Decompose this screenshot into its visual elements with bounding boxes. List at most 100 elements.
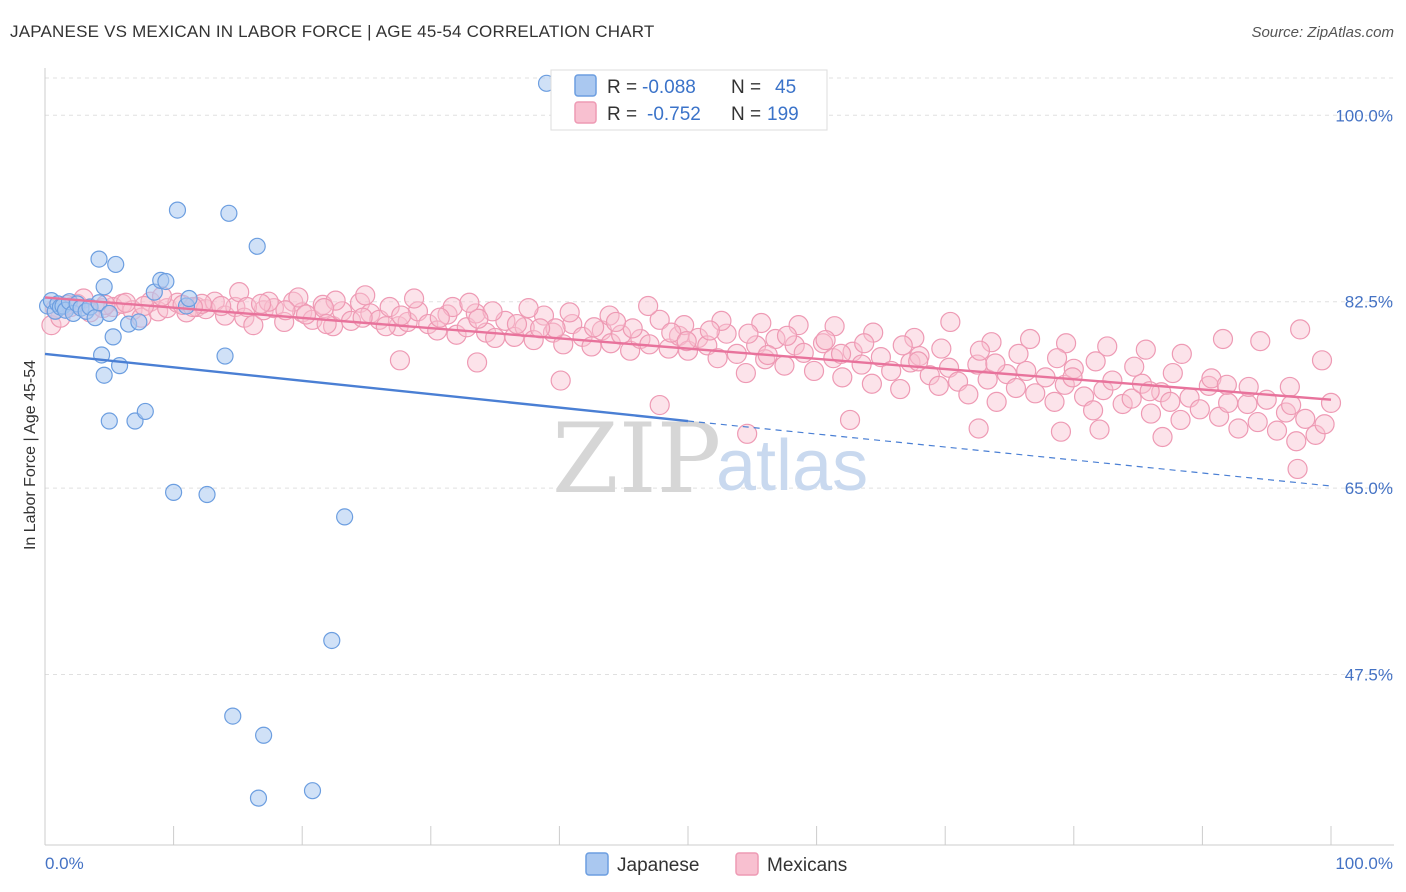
point-mexicans <box>1295 408 1316 429</box>
point-mexicans <box>605 311 627 333</box>
bottom-legend: Japanese Mexicans <box>585 852 847 876</box>
point-mexicans <box>485 327 506 349</box>
point-mexicans <box>1216 374 1237 395</box>
point-japanese <box>95 366 113 384</box>
point-mexicans <box>716 323 737 344</box>
point-japanese <box>95 278 113 296</box>
point-mexicans <box>1311 350 1333 371</box>
point-mexicans <box>584 317 605 338</box>
legend-swatch-mexicans <box>735 852 759 876</box>
point-mexicans <box>638 295 659 317</box>
point-mexicans <box>325 290 346 311</box>
point-mexicans <box>776 325 798 346</box>
point-mexicans <box>737 423 758 444</box>
y-tick-label: 47.5% <box>1345 666 1393 685</box>
point-mexicans <box>931 338 952 359</box>
point-japanese <box>180 289 198 308</box>
point-mexicans <box>620 340 641 361</box>
point-mexicans <box>1279 376 1300 398</box>
point-mexicans <box>890 378 911 400</box>
point-mexicans <box>649 309 670 330</box>
point-mexicans <box>1218 392 1239 414</box>
point-mexicans <box>1082 400 1104 421</box>
point-mexicans <box>1062 367 1083 388</box>
point-mexicans <box>674 315 695 336</box>
point-mexicans <box>981 332 1002 353</box>
y-axis-label: In Labor Force | Age 45-54 <box>22 360 39 550</box>
trend-line-japanese <box>44 352 689 423</box>
point-japanese <box>100 304 118 323</box>
point-japanese <box>249 789 268 807</box>
legend-label-mexicans: Mexicans <box>767 855 847 876</box>
watermark-zip: ZIP <box>552 403 721 515</box>
point-mexicans <box>1085 351 1106 372</box>
point-japanese <box>220 204 238 222</box>
watermark-atlas: atlas <box>716 426 868 506</box>
point-mexicans <box>389 350 411 371</box>
point-mexicans <box>676 331 697 352</box>
trend-line-japanese-extension <box>687 420 1332 487</box>
point-mexicans <box>699 320 720 341</box>
point-japanese <box>157 272 175 291</box>
point-mexicans <box>1046 348 1068 369</box>
point-mexicans <box>904 327 925 349</box>
point-japanese <box>130 313 148 331</box>
point-japanese <box>216 347 234 365</box>
point-mexicans <box>1050 421 1072 442</box>
point-mexicans <box>275 300 296 321</box>
point-mexicans <box>559 302 580 323</box>
point-japanese <box>248 237 266 255</box>
point-japanese <box>168 201 187 219</box>
stats-legend-n-value-japanese: 45 <box>775 77 796 98</box>
grid-lines <box>45 77 1394 676</box>
stats-legend: R = -0.088 N = 45 R = -0.752 N = 199 <box>550 69 828 131</box>
trend-lines <box>44 296 1332 487</box>
point-mexicans <box>1160 391 1181 412</box>
point-mexicans <box>1162 362 1183 384</box>
point-mexicans <box>803 360 825 382</box>
point-mexicans <box>1250 331 1271 352</box>
point-mexicans <box>892 335 913 356</box>
point-mexicans <box>870 347 892 368</box>
stats-legend-swatch-japanese <box>574 74 597 97</box>
point-japanese <box>255 726 273 744</box>
point-mexicans <box>1201 368 1222 389</box>
point-mexicans <box>1247 411 1268 433</box>
point-mexicans <box>1005 377 1027 399</box>
point-mexicans <box>815 329 836 351</box>
point-japanese <box>136 402 154 421</box>
point-mexicans <box>1266 420 1288 441</box>
point-japanese <box>336 508 354 526</box>
point-mexicans <box>968 418 989 439</box>
point-mexicans <box>969 340 991 361</box>
stats-legend-swatch-mexicans <box>574 101 597 124</box>
y-tick-label: 82.5% <box>1345 293 1393 312</box>
point-mexicans <box>1016 360 1037 382</box>
legend-label-japanese: Japanese <box>617 855 699 876</box>
source-credit: Source: ZipAtlas.com <box>1251 24 1394 41</box>
point-japanese <box>224 707 242 725</box>
point-japanese <box>198 485 216 504</box>
stats-legend-r-value-mexicans: -0.752 <box>647 104 701 125</box>
stats-legend-r-label-mexicans: R = <box>607 104 637 125</box>
point-mexicans <box>774 355 795 376</box>
point-mexicans <box>316 313 337 335</box>
point-mexicans <box>861 373 882 394</box>
point-mexicans <box>830 343 852 365</box>
point-mexicans <box>1290 319 1311 340</box>
point-mexicans <box>1228 418 1249 439</box>
point-mexicans <box>707 348 728 369</box>
stats-legend-r-value-japanese: -0.088 <box>642 77 696 98</box>
point-mexicans <box>1171 343 1192 365</box>
point-mexicans <box>985 353 1006 374</box>
point-mexicans <box>379 296 400 318</box>
tick-labels: 47.5% 65.0% 82.5% 100.0% 0.0% 100.0% <box>45 106 1393 873</box>
point-japanese <box>90 250 108 268</box>
point-mexicans <box>1019 328 1041 350</box>
point-mexicans <box>1008 343 1029 365</box>
point-mexicans <box>738 323 759 344</box>
point-mexicans <box>1055 333 1077 354</box>
point-mexicans <box>649 394 670 416</box>
point-japanese <box>107 255 125 274</box>
point-mexicans <box>1097 336 1118 357</box>
